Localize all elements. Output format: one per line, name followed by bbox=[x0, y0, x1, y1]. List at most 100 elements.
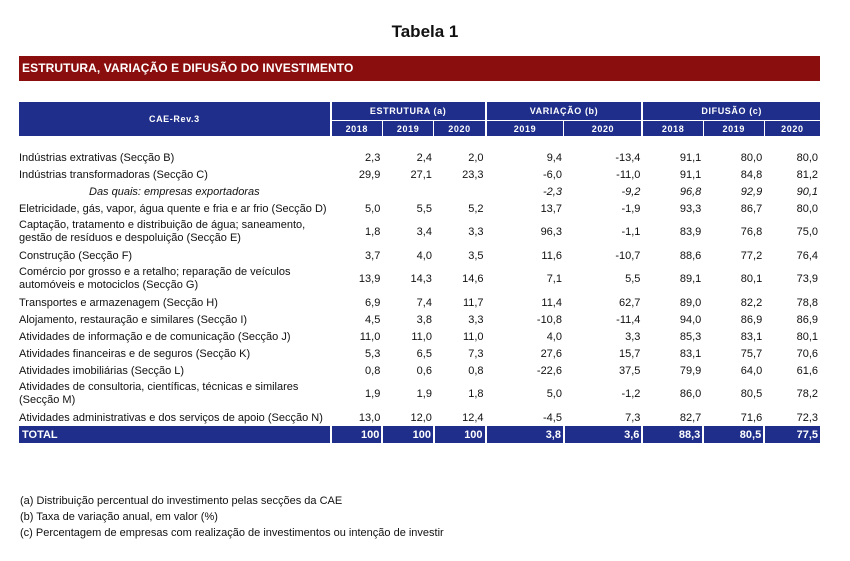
cell-value: 92,9 bbox=[740, 185, 763, 198]
cell-value: 89,1 bbox=[679, 273, 702, 285]
cell-value: -1,2 bbox=[621, 388, 641, 400]
cell-value: -2,3 bbox=[543, 185, 562, 198]
table-row: Atividades administrativas e dos serviço… bbox=[19, 409, 820, 426]
cell-value: 0,8 bbox=[365, 364, 381, 377]
row-label: Indústrias transformadoras (Secção C) bbox=[19, 168, 208, 181]
cell-value: 27,1 bbox=[410, 168, 432, 181]
cell-value: 96,8 bbox=[679, 185, 702, 198]
cell-value: -1,1 bbox=[621, 226, 641, 238]
total-value: 88,3 bbox=[641, 426, 704, 443]
table-title: Tabela 1 bbox=[391, 22, 459, 41]
cell-value: 94,0 bbox=[679, 313, 702, 326]
cell-value: 7,3 bbox=[468, 347, 484, 360]
cell-value: 86,0 bbox=[679, 388, 702, 400]
footnote: (a) Distribuição percentual do investime… bbox=[20, 495, 343, 507]
cell-value: 85,3 bbox=[679, 330, 702, 343]
cell-value: -22,6 bbox=[536, 364, 562, 377]
cell-value: 81,2 bbox=[796, 168, 818, 181]
cell-value: 80,0 bbox=[740, 151, 763, 164]
table-row: Comércio por grosso e a retalho; reparaç… bbox=[19, 264, 820, 294]
cell-value: 11,0 bbox=[359, 330, 381, 343]
cell-value: 3,5 bbox=[468, 249, 484, 262]
row-label: Captação, tratamento e distribuição de á… bbox=[19, 219, 306, 244]
cell-value bbox=[434, 183, 486, 200]
cell-value: 12,0 bbox=[410, 411, 432, 424]
table-row: Alojamento, restauração e similares (Sec… bbox=[19, 311, 820, 328]
footnotes: (a) Distribuição percentual do investime… bbox=[20, 493, 444, 541]
cell-value: 90,1 bbox=[796, 185, 818, 198]
cell-value: 4,0 bbox=[546, 330, 562, 343]
cell-value: 37,5 bbox=[619, 364, 641, 377]
cell-value: 14,6 bbox=[462, 273, 484, 285]
cell-value: 64,0 bbox=[740, 364, 763, 377]
cell-value: 5,3 bbox=[365, 347, 381, 360]
cell-value: 80,1 bbox=[740, 273, 763, 285]
row-label: Das quais: empresas exportadoras bbox=[89, 185, 260, 198]
row-label: Atividades administrativas e dos serviço… bbox=[19, 411, 323, 424]
cell-value: 11,6 bbox=[541, 249, 562, 262]
cell-value: 0,6 bbox=[416, 364, 432, 377]
total-row: TOTAL 100 100 100 3,8 3,6 88,3 80,5 77,5 bbox=[19, 426, 820, 443]
cell-value: -1,9 bbox=[621, 202, 641, 215]
row-label: Indústrias extrativas (Secção B) bbox=[19, 151, 175, 164]
cell-value: -11,4 bbox=[616, 313, 641, 326]
cell-value: 27,6 bbox=[540, 347, 562, 360]
cell-value: 62,7 bbox=[619, 296, 641, 309]
cell-value: 1,8 bbox=[468, 388, 484, 400]
table-row: Indústrias extrativas (Secção B) 2,3 2,4 2,… bbox=[19, 149, 820, 166]
total-value: 100 bbox=[381, 426, 434, 443]
cell-value: 82,2 bbox=[740, 296, 763, 309]
cell-value: 83,9 bbox=[679, 226, 702, 238]
row-label: Atividades de informação e de comunicaçã… bbox=[19, 330, 291, 343]
table-row: Atividades de informação e de comunicaçã… bbox=[19, 328, 820, 345]
cell-value bbox=[382, 183, 434, 200]
table-row: Atividades de consultoria, científicas, … bbox=[19, 379, 820, 409]
cell-value: 2,0 bbox=[468, 151, 484, 164]
cell-value: 5,5 bbox=[416, 202, 432, 215]
cell-value: 70,6 bbox=[796, 347, 818, 360]
cell-value: 91,1 bbox=[679, 168, 702, 181]
cell-value: 78,8 bbox=[796, 296, 818, 309]
total-value: 100 bbox=[329, 426, 383, 443]
cell-value: 71,6 bbox=[740, 411, 763, 424]
cell-value: 76,8 bbox=[740, 226, 763, 238]
cell-value: 5,0 bbox=[546, 388, 562, 400]
cell-value: 13,9 bbox=[358, 273, 381, 285]
cell-value: 9,4 bbox=[546, 151, 562, 164]
cell-value: 23,3 bbox=[462, 168, 484, 181]
cell-value: 86,7 bbox=[740, 202, 763, 215]
cell-value: 6,9 bbox=[365, 296, 381, 309]
table-row: Indústrias transformadoras (Secção C) 29,… bbox=[19, 166, 820, 183]
year-header: 2018 bbox=[641, 120, 704, 136]
cell-value: -9,2 bbox=[621, 185, 641, 198]
cell-value: 3,8 bbox=[416, 313, 432, 326]
group-header-difusao: DIFUSÃO (c) bbox=[641, 102, 820, 121]
cell-value: 3,3 bbox=[468, 226, 484, 238]
cell-value: 14,3 bbox=[410, 273, 432, 285]
cell-value: 82,7 bbox=[679, 411, 702, 424]
cell-value: 2,3 bbox=[365, 151, 381, 164]
group-header-variacao: VARIAÇÃO (b) bbox=[484, 102, 643, 121]
cell-value: 86,9 bbox=[740, 313, 763, 326]
cell-value: 7,4 bbox=[416, 296, 432, 309]
cell-value: 3,3 bbox=[625, 330, 641, 343]
footnote: (c) Percentagem de empresas com realizaç… bbox=[20, 527, 444, 539]
cell-value: 84,8 bbox=[740, 168, 763, 181]
cell-value: 80,0 bbox=[796, 151, 818, 164]
year-header: 2020 bbox=[763, 120, 820, 136]
cell-value: 29,9 bbox=[358, 168, 381, 181]
row-label: Construção (Secção F) bbox=[19, 249, 133, 262]
total-value: 100 bbox=[432, 426, 486, 443]
cell-value: 3,7 bbox=[365, 249, 381, 262]
cell-value: 91,1 bbox=[679, 151, 702, 164]
cell-value: 80,0 bbox=[796, 202, 818, 215]
cell-value: -4,5 bbox=[543, 411, 562, 424]
cell-value: 3,4 bbox=[416, 226, 432, 238]
cell-value: -11,0 bbox=[616, 168, 641, 181]
cell-value: 89,0 bbox=[679, 296, 702, 309]
table-row: Captação, tratamento e distribuição de á… bbox=[19, 217, 820, 247]
cell-value: 2,4 bbox=[416, 151, 432, 164]
cell-value: -10,8 bbox=[536, 313, 562, 326]
cell-value: 93,3 bbox=[679, 202, 702, 215]
year-header: 2018 bbox=[329, 120, 383, 136]
